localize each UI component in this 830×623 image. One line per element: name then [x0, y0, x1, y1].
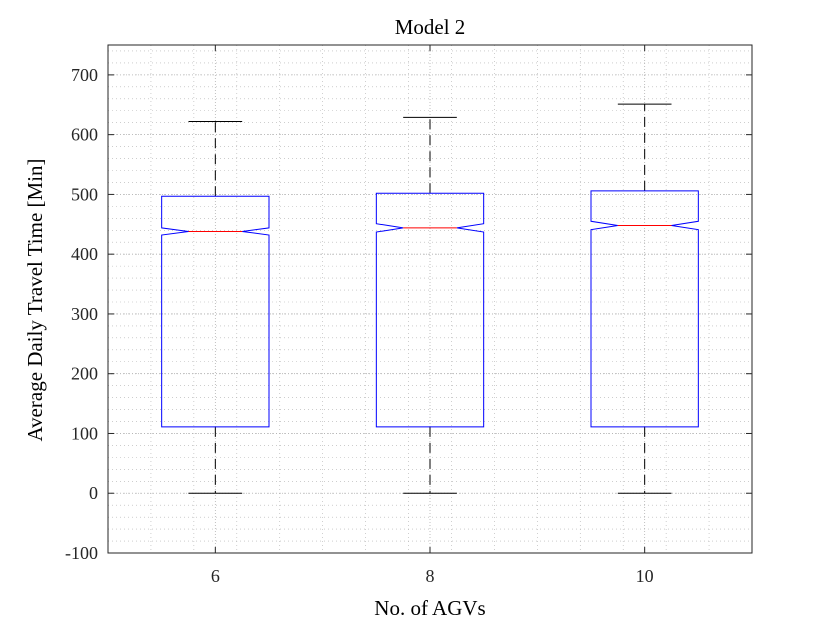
boxes [161, 103, 699, 494]
y-tick-label: 200 [71, 364, 98, 384]
box-6 [161, 120, 270, 494]
x-tick-label: 10 [636, 566, 654, 586]
y-tick-label: 500 [71, 184, 98, 204]
axis-ticks: -100 0 100 200 300 400 500 600 700 6 8 10 [65, 45, 752, 586]
y-tick-label: 700 [71, 65, 98, 85]
x-axis-label: No. of AGVs [374, 596, 485, 620]
y-tick-label: 100 [71, 423, 98, 443]
y-tick-label: 400 [71, 244, 98, 264]
chart-title: Model 2 [395, 15, 466, 39]
box-body [161, 195, 270, 428]
y-tick-label: 600 [71, 125, 98, 145]
box-body [375, 192, 485, 428]
x-tick-label: 6 [211, 566, 220, 586]
y-axis-label: Average Daily Travel Time [Min] [23, 158, 47, 441]
x-tick-label: 8 [426, 566, 435, 586]
y-tick-label: 300 [71, 304, 98, 324]
y-tick-label: 0 [89, 483, 98, 503]
box-8 [375, 116, 485, 494]
box-10 [590, 103, 699, 494]
box-body [590, 190, 699, 428]
y-tick-label: -100 [65, 543, 98, 563]
